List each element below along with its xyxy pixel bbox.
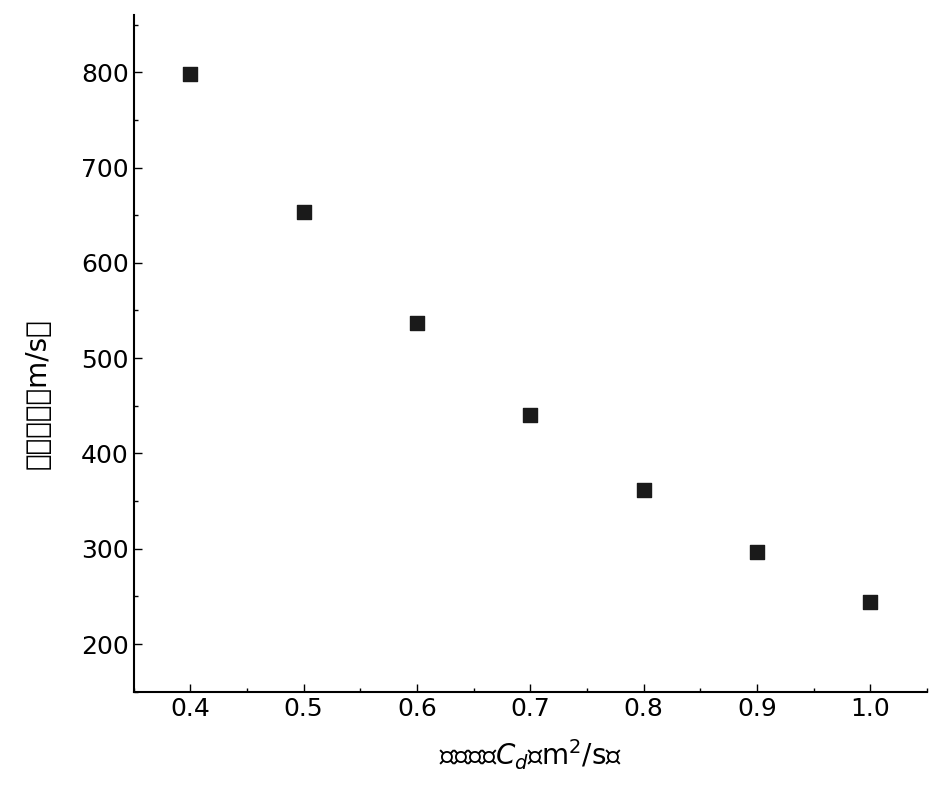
Point: [523, 409, 538, 422]
X-axis label: 阵力系数$C_d$（m$^2$/s）: 阵力系数$C_d$（m$^2$/s）: [439, 737, 622, 772]
Point: [750, 545, 765, 558]
Point: [863, 596, 878, 608]
Point: [410, 316, 425, 329]
Point: [296, 206, 311, 219]
Text: 撞击速度（m/s）: 撞击速度（m/s）: [24, 318, 52, 469]
Point: [183, 68, 198, 80]
Point: [636, 483, 651, 496]
